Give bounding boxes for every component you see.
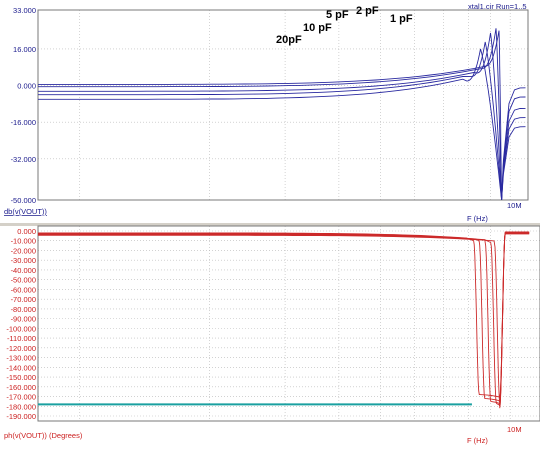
phase-y-tick-label: -20.000 — [11, 246, 36, 255]
magnitude-series-1 — [38, 48, 526, 201]
phase-x-tick-10m: 10M — [507, 425, 522, 434]
phase-y-tick-label: -170.000 — [6, 393, 36, 402]
phase-x-label: F (Hz) — [467, 436, 488, 445]
phase-plot-frame — [37, 225, 540, 422]
annotation-20pf: 20pF — [276, 34, 302, 46]
phase-y-ticks: 0.000-10.000-20.000-30.000-40.000-50.000… — [6, 227, 36, 421]
annotation-10pf: 10 pF — [303, 22, 332, 34]
magnitude-series-4 — [38, 28, 526, 201]
phase-y-tick-label: -100.000 — [6, 324, 36, 333]
magnitude-panel — [0, 0, 540, 222]
annotation-2pf: 2 pF — [356, 5, 379, 17]
phase-y-label: ph(v(VOUT)) (Degrees) — [4, 431, 83, 440]
phase-series-4 — [38, 232, 530, 407]
phase-y-tick-label: -110.000 — [7, 334, 36, 343]
phase-y-tick-label: -140.000 — [6, 363, 36, 372]
phase-grid — [38, 226, 540, 421]
magnitude-y-ticks: 33.000 16.000 0.000 -16.000 -32.000 -50.000 — [11, 6, 36, 205]
phase-y-tick-label: -50.000 — [11, 276, 36, 285]
annotation-5pf: 5 pF — [326, 9, 349, 21]
phase-y-tick-label: 0.000 — [17, 227, 36, 236]
magnitude-y-tick-label: -50.000 — [11, 196, 36, 205]
magnitude-y-tick-label: -16.000 — [11, 118, 36, 127]
phase-y-tick-label: -190.000 — [6, 412, 36, 421]
magnitude-series-5 — [38, 30, 526, 201]
magnitude-y-tick-label: 0.000 — [17, 82, 36, 91]
magnitude-series-3 — [38, 32, 526, 201]
phase-y-tick-label: -60.000 — [11, 285, 36, 294]
phase-series-2 — [38, 232, 530, 403]
phase-y-tick-label: -130.000 — [6, 354, 36, 363]
magnitude-y-tick-label: -32.000 — [11, 155, 36, 164]
phase-y-tick-label: -30.000 — [11, 256, 36, 265]
magnitude-traces — [38, 28, 526, 201]
phase-traces — [38, 231, 530, 409]
magnitude-y-tick-label: 16.000 — [13, 45, 36, 54]
panel-divider[interactable] — [0, 223, 540, 226]
magnitude-series-2 — [38, 41, 526, 201]
magnitude-y-label: db(v(VOUT)) — [4, 207, 47, 216]
magnitude-x-label: F (Hz) — [467, 214, 488, 223]
phase-series-1 — [38, 231, 530, 399]
magnitude-y-tick-label: 33.000 — [13, 6, 36, 15]
phase-y-tick-label: -40.000 — [11, 266, 36, 275]
phase-y-tick-label: -90.000 — [11, 315, 36, 324]
phase-y-tick-label: -70.000 — [11, 295, 36, 304]
phase-y-tick-label: -10.000 — [11, 237, 36, 246]
phase-y-tick-label: -80.000 — [11, 305, 36, 314]
magnitude-plot-frame — [37, 9, 529, 201]
phase-y-tick-label: -180.000 — [6, 402, 36, 411]
phase-y-tick-label: -120.000 — [6, 344, 36, 353]
phase-y-tick-label: -150.000 — [6, 373, 36, 382]
phase-series-5 — [38, 233, 530, 409]
annotation-1pf: 1 pF — [390, 13, 413, 25]
magnitude-x-tick-10m: 10M — [507, 201, 522, 210]
run-title: xtal1.cir Run=1..5 — [468, 2, 527, 11]
phase-y-tick-label: -160.000 — [6, 383, 36, 392]
